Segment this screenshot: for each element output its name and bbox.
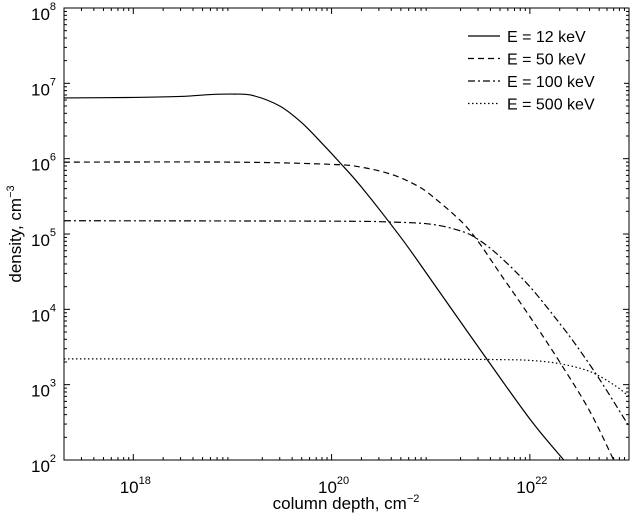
y-tick-label-exp: 7 (50, 76, 56, 88)
series-line-2 (64, 161, 615, 460)
y-tick-label-exp: 4 (50, 302, 56, 314)
x-tick-label-exp: 18 (139, 475, 151, 487)
y-tick-label-base: 10 (31, 80, 50, 99)
y-tick-label-exp: 6 (50, 152, 56, 164)
y-axis-label: density, cm−3 (5, 185, 25, 282)
x-tick-label-base: 10 (120, 478, 139, 497)
y-tick-label-exp: 3 (50, 378, 56, 390)
y-tick-label-2: 103 (31, 378, 56, 401)
y-tick-label-7: 108 (31, 1, 56, 24)
y-tick-label-base: 10 (31, 156, 50, 175)
series-line-3 (64, 220, 629, 427)
y-tick-label-6: 107 (31, 76, 56, 99)
x-tick-label-1: 1018 (120, 475, 151, 497)
x-tick-label-base: 10 (318, 478, 337, 497)
y-tick-label-base: 10 (31, 382, 50, 401)
series-line-4 (64, 358, 629, 397)
y-tick-label-base: 10 (31, 5, 50, 24)
series-layer (64, 93, 629, 460)
legend-label-4: E = 500 keV (507, 97, 595, 114)
legend-label-3: E = 100 keV (507, 74, 595, 91)
x-tick-label-exp: 20 (337, 475, 349, 487)
y-tick-label-base: 10 (31, 457, 50, 476)
y-tick-label-4: 105 (31, 227, 56, 250)
legend: E = 12 keV E = 50 keV E = 100 keV E = 500 k… (464, 20, 624, 124)
x-tick-label-2: 1020 (318, 475, 349, 497)
x-tick-label-base: 10 (516, 478, 535, 497)
x-tick-label-exp: 22 (535, 475, 547, 487)
y-tick-label-exp: 2 (50, 453, 56, 465)
legend-entries: E = 12 keV E = 50 keV E = 100 keV E = 500 k… (468, 29, 595, 114)
y-tick-label-exp: 5 (50, 227, 56, 239)
legend-label-1: E = 12 keV (507, 29, 586, 46)
y-axis-label-exponent: −3 (5, 185, 17, 198)
y-tick-label-1: 102 (31, 453, 56, 476)
x-axis-label-exponent: −2 (407, 493, 420, 505)
y-tick-label-exp: 8 (50, 1, 56, 13)
y-tick-label-base: 10 (31, 231, 50, 250)
y-tick-label-3: 104 (31, 302, 56, 325)
y-axis-label-text: density, cm (6, 198, 25, 283)
legend-label-2: E = 50 keV (507, 52, 586, 69)
y-tick-label-base: 10 (31, 306, 50, 325)
y-tick-label-5: 106 (31, 152, 56, 175)
legend-box (464, 20, 624, 124)
series-line-1 (64, 93, 565, 460)
x-tick-label-3: 1022 (516, 475, 547, 497)
x-axis-label: column depth, cm−2 (273, 493, 420, 513)
x-axis-label-text: column depth, cm (273, 494, 407, 513)
